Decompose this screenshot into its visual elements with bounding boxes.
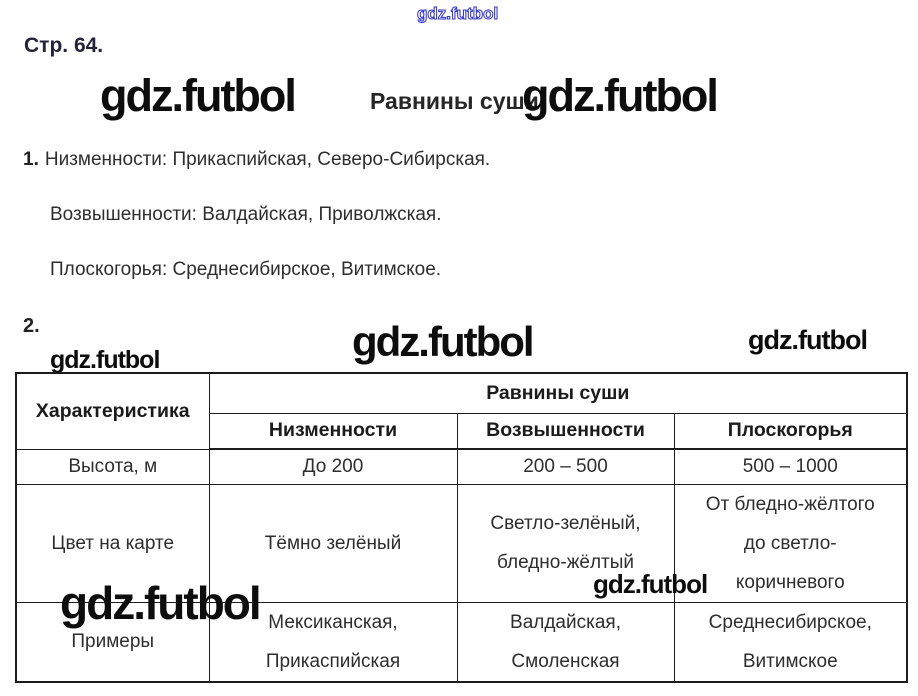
table-group-header: Равнины суши xyxy=(208,372,908,414)
cell-color-lowlands: Тёмно зелёный xyxy=(208,483,458,603)
answer-1-number: 1. xyxy=(23,149,39,170)
answer-2-number: 2. xyxy=(23,315,40,337)
row-label-map-color: Цвет на карте xyxy=(15,483,210,603)
answer-1-plateaus-text: Плоскогорья: Среднесибирское, Витимское. xyxy=(50,259,442,280)
table-row-height: Высота, м До 200 200 – 500 500 – 1000 xyxy=(15,448,908,485)
watermark-above-table: gdz.futbol xyxy=(50,346,160,374)
table-row-examples: Примеры Мексиканская, Прикаспийская Валд… xyxy=(15,601,908,682)
answer-1-line-lowlands: 1. Низменности: Прикаспийская, Северо-Сиб… xyxy=(23,149,490,171)
page-title: Равнины суши xyxy=(370,88,539,114)
answer-1-line-plateaus: Плоскогорья: Среднесибирское, Витимское. xyxy=(50,259,441,281)
table-row-map-color: Цвет на карте Тёмно зелёный Светло-зелён… xyxy=(15,483,908,603)
table-col-header-plateaus: Плоскогорья xyxy=(673,412,908,450)
watermark-header-right: gdz.futbol xyxy=(522,70,719,121)
watermark-section2-right: gdz.futbol xyxy=(748,325,868,355)
cell-examples-plateaus: Среднесибирское, Витимское xyxy=(673,601,908,682)
watermark-header-left: gdz.futbol xyxy=(100,70,297,121)
cell-examples-uplands: Валдайская, Смоленская xyxy=(456,601,675,682)
cell-color-plateaus: От бледно-жёлтого до светло- коричневого xyxy=(673,483,908,603)
answers-table: Характеристика Равнины суши Низменности … xyxy=(15,372,909,683)
row-label-examples: Примеры xyxy=(15,601,210,682)
cell-height-uplands: 200 – 500 xyxy=(456,448,675,485)
table-col-header-lowlands: Низменности xyxy=(208,412,458,450)
watermark-top: gdz.futbol xyxy=(416,4,499,24)
watermark-section2-center: gdz.futbol xyxy=(352,318,535,365)
answer-1-line-uplands: Возвышенности: Валдайская, Приволжская. xyxy=(50,204,442,226)
cell-height-plateaus: 500 – 1000 xyxy=(673,448,908,485)
answer-1-lowlands-text: Низменности: Прикаспийская, Северо-Сибир… xyxy=(44,149,491,170)
table-col-header-uplands: Возвышенности xyxy=(456,412,675,450)
cell-examples-lowlands: Мексиканская, Прикаспийская xyxy=(208,601,458,682)
cell-height-lowlands: До 200 xyxy=(208,448,458,485)
page-label: Стр. 64. xyxy=(24,34,104,57)
answer-1-uplands-text: Возвышенности: Валдайская, Приволжская. xyxy=(50,204,442,225)
table-corner-header: Характеристика xyxy=(15,372,210,450)
cell-color-uplands: Светло-зелёный, бледно-жёлтый xyxy=(456,483,675,603)
row-label-height: Высота, м xyxy=(15,448,210,485)
